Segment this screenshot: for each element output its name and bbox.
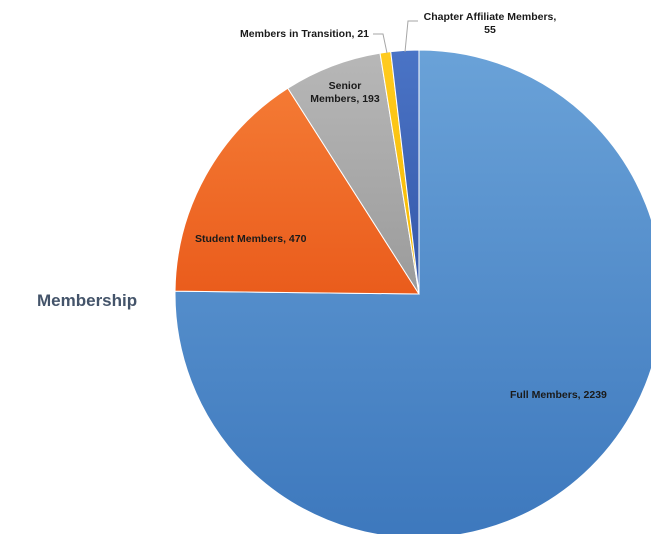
label-senior-members: Senior Members, 193: [310, 80, 380, 105]
label-members-in-transition: Members in Transition, 21: [240, 28, 369, 40]
slice-full-members: [174, 49, 651, 534]
slice-student-members: [174, 87, 420, 295]
leader-chapter-affiliate-members: [404, 20, 418, 53]
data-labels: Full Members, 2239 Student Members, 470 Se…: [195, 11, 607, 401]
label-student-members: Student Members, 470: [195, 233, 307, 245]
label-leader-lines: [373, 20, 418, 54]
label-chapter-affiliate-members: Chapter Affiliate Members, 55: [424, 11, 557, 36]
panel-title: Membership: [37, 291, 138, 310]
leader-members-in-transition: [373, 33, 388, 54]
pie-slices: [174, 49, 651, 534]
label-full-members: Full Members, 2239: [510, 389, 607, 401]
